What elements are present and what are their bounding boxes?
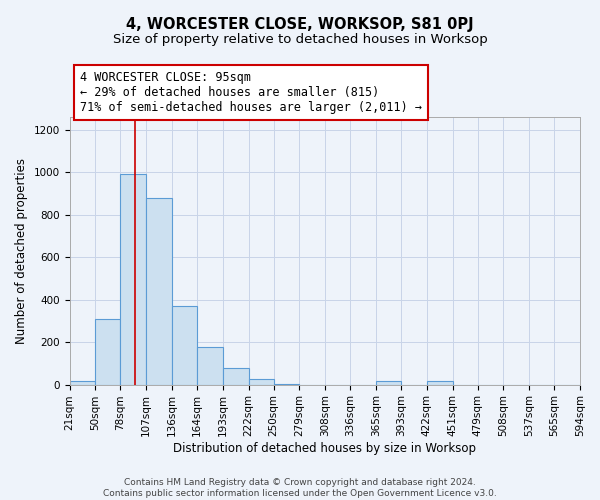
Bar [248, 380, 274, 384]
Bar [146, 198, 172, 384]
Text: Size of property relative to detached houses in Worksop: Size of property relative to detached ho… [113, 32, 487, 46]
Bar [121, 174, 146, 384]
Text: 4, WORCESTER CLOSE, WORKSOP, S81 0PJ: 4, WORCESTER CLOSE, WORKSOP, S81 0PJ [126, 18, 474, 32]
Bar [70, 382, 95, 384]
Bar [427, 382, 452, 384]
Bar [223, 368, 248, 384]
Bar [95, 318, 121, 384]
Bar [172, 306, 197, 384]
Y-axis label: Number of detached properties: Number of detached properties [15, 158, 28, 344]
Text: 4 WORCESTER CLOSE: 95sqm
← 29% of detached houses are smaller (815)
71% of semi-: 4 WORCESTER CLOSE: 95sqm ← 29% of detach… [80, 71, 422, 114]
Bar [376, 382, 401, 384]
X-axis label: Distribution of detached houses by size in Worksop: Distribution of detached houses by size … [173, 442, 476, 455]
Bar [197, 348, 223, 385]
Text: Contains HM Land Registry data © Crown copyright and database right 2024.
Contai: Contains HM Land Registry data © Crown c… [103, 478, 497, 498]
